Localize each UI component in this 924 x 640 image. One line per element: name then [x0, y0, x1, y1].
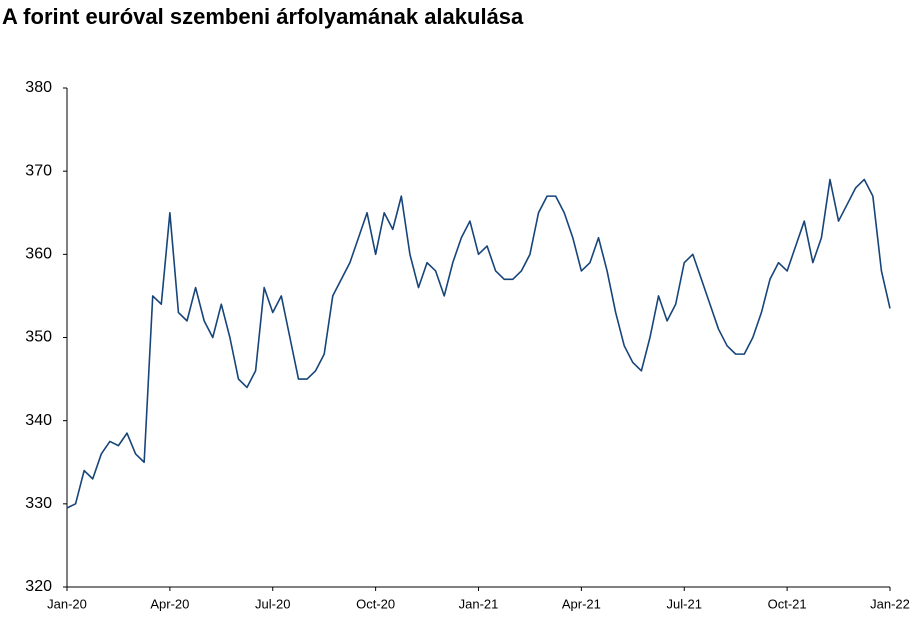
chart-title: A forint euróval szembeni árfolyamának a… — [2, 4, 524, 29]
y-tick-label: 370 — [25, 162, 52, 179]
y-tick-label: 360 — [25, 246, 52, 263]
y-tick-label: 330 — [25, 495, 52, 512]
x-tick-label: Jan-21 — [459, 596, 499, 611]
y-tick-label: 350 — [25, 329, 52, 346]
x-tick-label: Jan-22 — [870, 596, 910, 611]
x-tick-label: Apr-20 — [150, 596, 189, 611]
x-tick-label: Jul-20 — [255, 596, 290, 611]
y-tick-label: 340 — [25, 412, 52, 429]
x-tick-label: Apr-21 — [562, 596, 601, 611]
x-tick-label: Oct-21 — [768, 596, 807, 611]
data-line — [66, 178, 891, 509]
y-tick-label: 320 — [25, 578, 52, 595]
y-tick-label: 380 — [25, 79, 52, 96]
x-tick-label: Oct-20 — [356, 596, 395, 611]
x-tick-label: Jan-20 — [47, 596, 87, 611]
x-tick-label: Jul-21 — [667, 596, 702, 611]
